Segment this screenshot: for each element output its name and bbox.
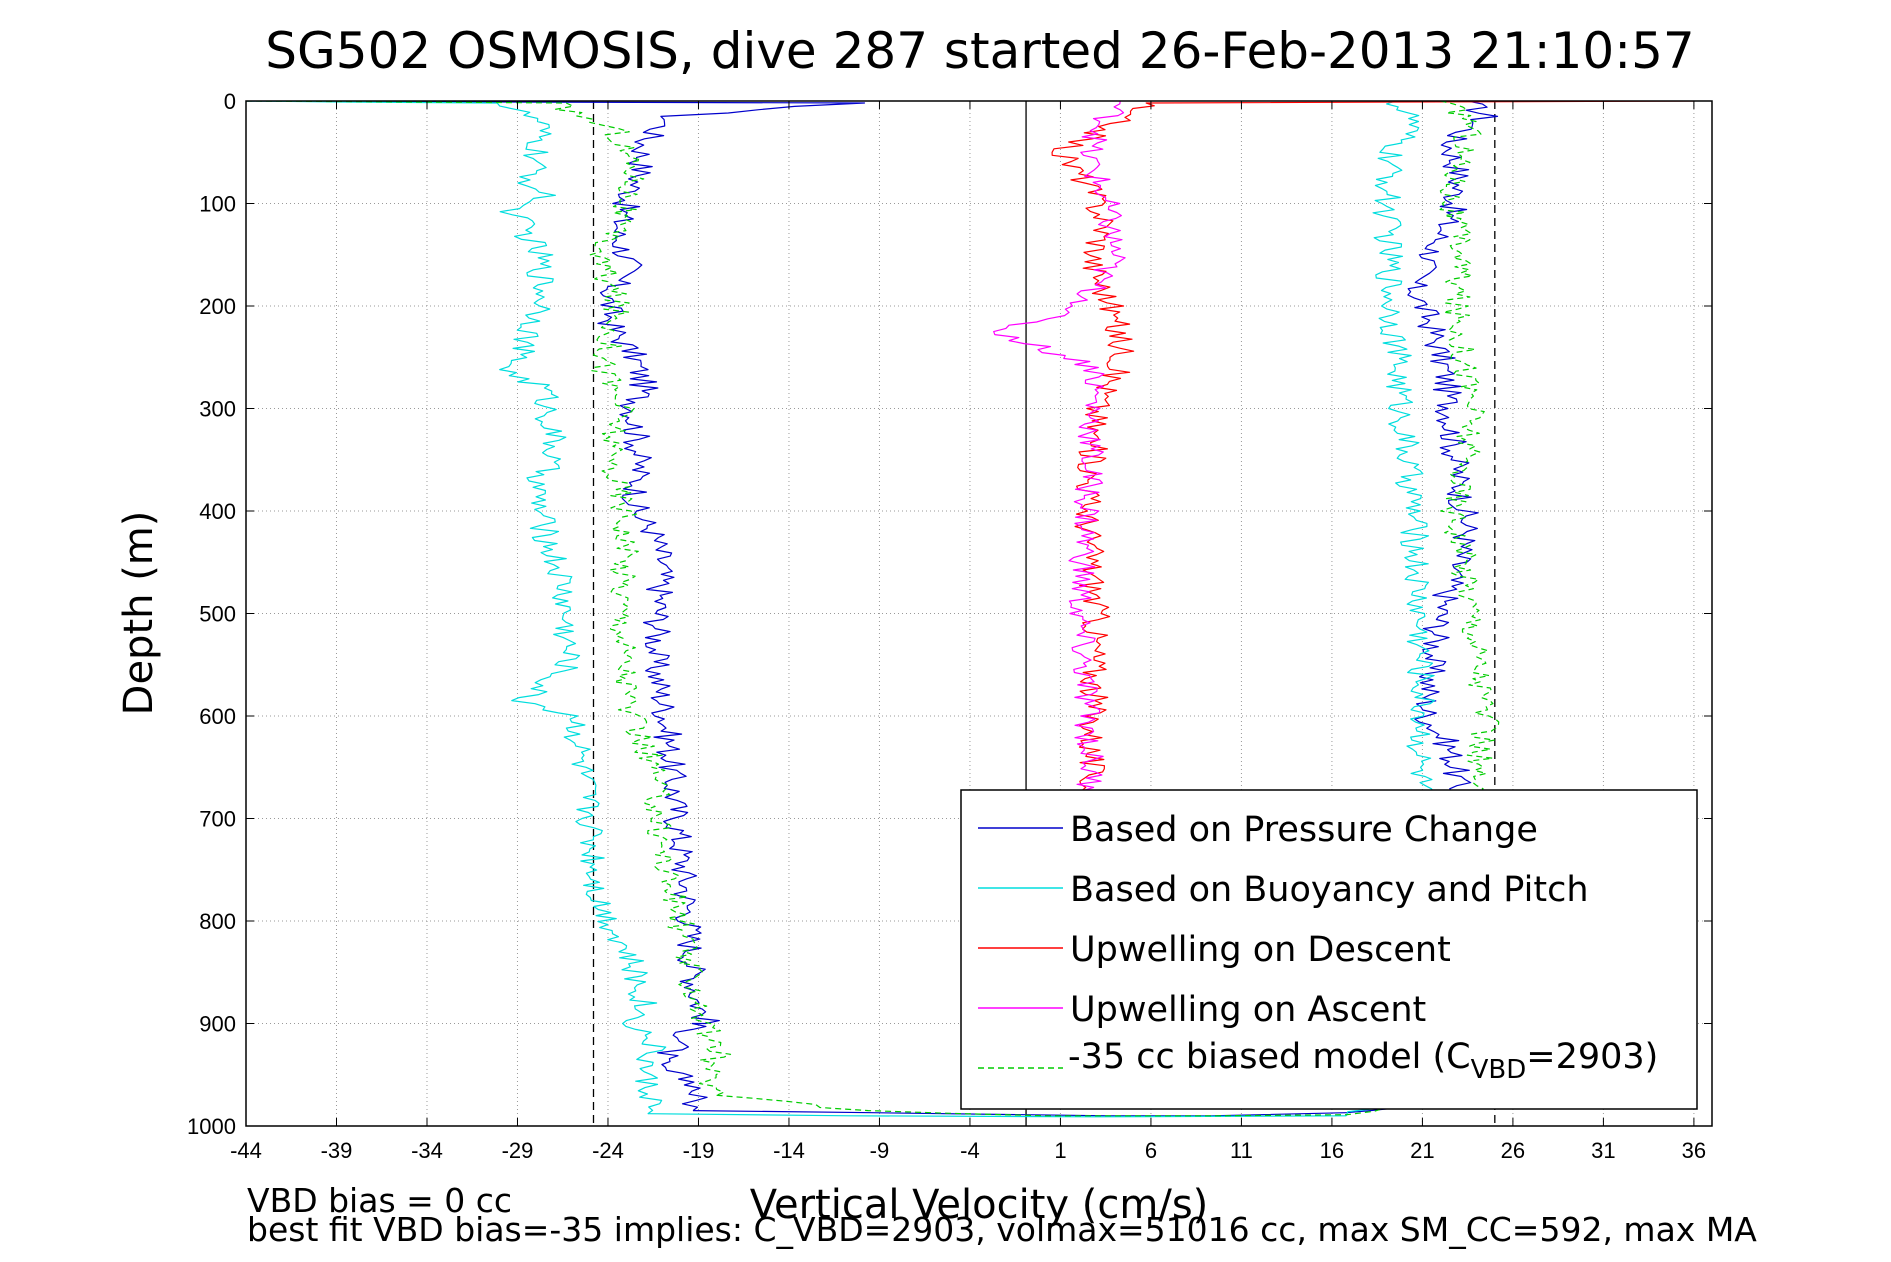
x-axis-ticks: -44 -39 -34 -29 -24 -19 -14 -9 -4 1 6 11 16 21 26 31 36	[230, 101, 1706, 1163]
footer-line-1: VBD bias = 0 cc	[247, 1181, 512, 1220]
legend-label-pressure: Based on Pressure Change	[1070, 810, 1538, 850]
x-axis-label: Vertical Velocity (cm/s)	[750, 1182, 1209, 1228]
y-tick-label: 300	[199, 397, 236, 422]
y-tick-label: 600	[199, 704, 236, 729]
series-lines	[246, 101, 1694, 1118]
x-tick-label: 1	[1054, 1138, 1066, 1163]
legend-box	[960, 789, 1698, 1110]
legend-label-biased-model: -35 cc biased model (CVBD=2903)	[1068, 1037, 1658, 1085]
x-tick-label: 11	[1230, 1138, 1253, 1163]
legend-model-suffix: =2903)	[1526, 1037, 1658, 1077]
x-tick-label: -14	[773, 1138, 805, 1163]
y-tick-label: 100	[199, 192, 236, 217]
legend: Based on Pressure Change Based on Buoyan…	[960, 789, 1698, 1110]
x-tick-label: 6	[1145, 1138, 1157, 1163]
series-line	[246, 101, 667, 1115]
y-tick-label: 800	[199, 909, 236, 934]
x-tick-label: 26	[1501, 1138, 1525, 1163]
x-tick-label: 36	[1682, 1138, 1706, 1163]
x-tick-label: -34	[411, 1138, 443, 1163]
y-tick-label: 900	[199, 1012, 236, 1037]
series-line	[246, 101, 866, 1112]
y-tick-label: 400	[199, 499, 236, 524]
y-axis-ticks: 0 100 200 300 400 500 600 700 800 900 1000	[187, 89, 1712, 1139]
x-tick-label: -44	[230, 1138, 262, 1163]
series-line	[1372, 101, 1436, 799]
series-line	[993, 101, 1126, 820]
chart-title: SG502 OSMOSIS, dive 287 started 26-Feb-2…	[265, 22, 1694, 80]
legend-model-prefix: -35 cc biased model (C	[1068, 1037, 1471, 1077]
y-tick-label: 700	[199, 807, 236, 832]
y-tick-label: 200	[199, 294, 236, 319]
footer-line-2: best fit VBD bias=-35 implies: C_VBD=290…	[247, 1210, 1757, 1249]
series-line	[716, 1094, 1387, 1117]
x-tick-label: -29	[502, 1138, 534, 1163]
x-tick-label: -9	[870, 1138, 890, 1163]
legend-model-subscript: VBD	[1471, 1055, 1527, 1085]
x-tick-label: -4	[960, 1138, 980, 1163]
series-line	[1407, 101, 1499, 799]
legend-label-buoyancy: Based on Buoyancy and Pitch	[1070, 870, 1589, 910]
x-tick-label: -39	[321, 1138, 353, 1163]
legend-label-upwelling-descent: Upwelling on Descent	[1070, 930, 1451, 970]
series-line	[246, 101, 732, 1096]
legend-label-upwelling-ascent: Upwelling on Ascent	[1070, 990, 1426, 1030]
x-tick-label: 21	[1410, 1138, 1434, 1163]
y-axis-label: Depth (m)	[116, 511, 162, 716]
series-line	[1051, 101, 1694, 820]
x-tick-label: 16	[1320, 1138, 1344, 1163]
y-tick-label: 500	[199, 602, 236, 627]
y-tick-label: 1000	[187, 1114, 236, 1139]
x-tick-label: 31	[1591, 1138, 1615, 1163]
y-tick-label: 0	[224, 89, 236, 114]
x-tick-label: -24	[592, 1138, 624, 1163]
x-tick-label: -19	[683, 1138, 715, 1163]
series-line	[1439, 101, 1500, 799]
